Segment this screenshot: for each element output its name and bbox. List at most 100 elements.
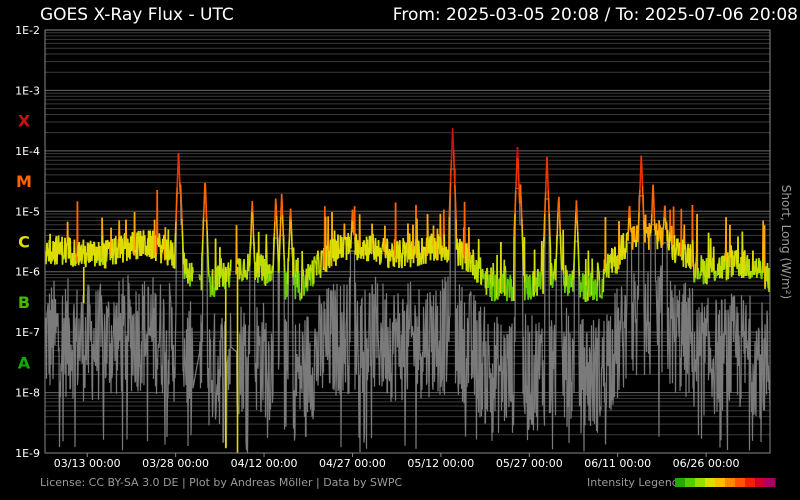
series-long-segment — [520, 195, 523, 208]
x-tick-label: 03/28 00:00 — [142, 457, 209, 470]
series-long-segment — [178, 171, 181, 183]
series-long-segment — [547, 190, 550, 203]
series-long-segment — [404, 246, 407, 266]
series-long-segment — [286, 283, 289, 296]
series-long-segment — [262, 255, 265, 264]
series-long-segment — [202, 205, 205, 218]
series-long-segment — [597, 265, 600, 272]
series-long-segment — [516, 146, 519, 159]
series-long-segment — [265, 234, 268, 258]
series-long-segment — [573, 257, 576, 269]
intensity-legend-swatch — [675, 478, 686, 487]
series-long-segment — [249, 245, 252, 252]
series-long-segment — [578, 265, 581, 277]
series-long-segment — [679, 254, 682, 257]
series-long-segment — [165, 239, 168, 247]
series-long-segment — [636, 225, 639, 232]
series-long-segment — [317, 250, 320, 257]
series-long-segment — [528, 295, 531, 298]
series-long-segment — [416, 255, 419, 267]
series-long-segment — [56, 252, 59, 265]
series-long-segment — [587, 250, 590, 277]
series-long-segment — [275, 204, 278, 216]
y-tick-label: 1E-3 — [15, 84, 40, 97]
series-long-segment — [146, 253, 149, 257]
series-long-segment — [271, 267, 274, 273]
series-long-segment — [594, 279, 597, 285]
series-long-segment — [72, 264, 75, 267]
intensity-legend-swatch — [685, 478, 696, 487]
series-long-segment — [555, 246, 558, 258]
series-long-segment — [64, 237, 67, 248]
series-long-segment — [457, 250, 460, 266]
series-long-segment — [162, 241, 165, 250]
series-long-segment — [524, 281, 527, 289]
series-long-segment — [112, 248, 115, 257]
y-axis-label: Short, Long (W/m²) — [779, 185, 793, 299]
y-tick-label: 1E-8 — [15, 387, 40, 400]
intensity-legend-swatch — [725, 478, 736, 487]
series-long-segment — [204, 182, 207, 186]
series-long-segment — [447, 249, 450, 261]
series-long-segment — [138, 234, 141, 239]
y-tick-label: 1E-6 — [15, 266, 40, 279]
series-long-segment — [342, 236, 345, 247]
series-long-segment — [682, 239, 685, 267]
intensity-legend-swatch — [755, 478, 766, 487]
series-long-segment — [358, 214, 361, 255]
intensity-legend-swatch — [735, 478, 746, 487]
series-long-segment — [175, 210, 178, 222]
series-long-segment — [639, 178, 642, 190]
intensity-legend-label: Intensity Legend — [587, 476, 679, 489]
series-long-segment — [708, 262, 711, 279]
series-long-segment — [407, 223, 410, 249]
series-long-segment — [373, 258, 376, 261]
intensity-legend-swatch — [765, 478, 776, 487]
series-long-segment — [652, 184, 655, 197]
series-long-segment — [289, 208, 292, 221]
series-long-segment — [93, 241, 96, 244]
x-tick-label: 06/26 00:00 — [673, 457, 740, 470]
series-long-segment — [280, 205, 283, 217]
date-range: From: 2025-03-05 20:08 / To: 2025-07-06 … — [393, 5, 798, 25]
series-long-segment — [276, 238, 279, 251]
series-long-segment — [101, 217, 104, 236]
flare-class-labels: X M C B A — [16, 112, 32, 373]
series-long-segment — [549, 236, 552, 248]
series-long-segment — [515, 179, 518, 191]
y-tick-label: 1E-5 — [15, 205, 40, 218]
series-long-segment — [532, 294, 535, 298]
y-tick-label: 1E-9 — [15, 447, 40, 460]
series-long-segment — [181, 230, 184, 242]
y-tick-label: 1E-7 — [15, 326, 40, 339]
series-long-segment — [220, 258, 223, 267]
series-long-segment — [666, 229, 669, 244]
series-long-segment — [239, 258, 242, 271]
series-long-segment — [640, 163, 643, 175]
series-long-segment — [428, 243, 431, 254]
series-long-segment — [576, 220, 579, 232]
series-long-segment — [106, 247, 109, 258]
series-long-segment — [278, 250, 281, 263]
series-long-segment — [246, 267, 249, 280]
series-long-segment — [252, 235, 255, 247]
series-long-segment — [159, 245, 162, 250]
series-long-segment — [305, 268, 308, 288]
series-long-segment — [439, 213, 442, 238]
series-long-segment — [589, 291, 592, 297]
series-long-segment — [513, 213, 516, 225]
series-long-segment — [389, 256, 392, 262]
series-long-segment — [173, 244, 176, 269]
series-long-segment — [492, 274, 495, 276]
y-tick-label: 1E-2 — [15, 24, 40, 37]
series-long-segment — [429, 240, 432, 261]
series-long-segment — [381, 243, 384, 248]
x-tick-label: 04/27 00:00 — [319, 457, 386, 470]
series-long-segment — [122, 251, 125, 263]
series-long-segment — [54, 240, 57, 263]
series-long-segment — [618, 221, 621, 246]
chart-title: GOES X-Ray Flux - UTC — [40, 5, 234, 25]
y-tick-label: 1E-4 — [15, 145, 40, 158]
series-long-segment — [168, 250, 171, 260]
series-long-segment — [341, 236, 344, 248]
